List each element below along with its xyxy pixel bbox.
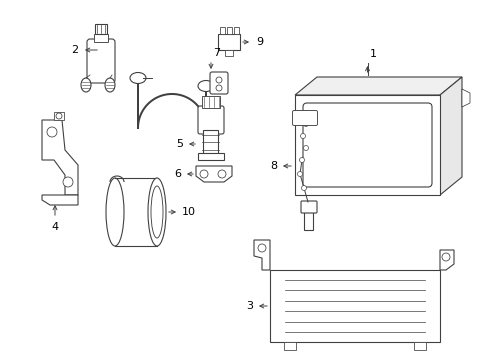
Text: 1: 1 xyxy=(369,49,376,59)
Bar xyxy=(226,27,231,34)
Ellipse shape xyxy=(198,81,214,91)
Ellipse shape xyxy=(105,78,115,92)
Circle shape xyxy=(216,85,222,91)
Circle shape xyxy=(297,171,302,176)
Polygon shape xyxy=(42,195,78,205)
Circle shape xyxy=(47,127,57,137)
Bar xyxy=(224,50,232,56)
Ellipse shape xyxy=(81,78,91,92)
Bar xyxy=(284,342,295,350)
Circle shape xyxy=(56,113,62,119)
Circle shape xyxy=(299,158,304,162)
Circle shape xyxy=(258,244,265,252)
Text: 5: 5 xyxy=(176,139,183,149)
Bar xyxy=(54,112,64,120)
Circle shape xyxy=(218,170,225,178)
Bar xyxy=(269,270,439,342)
Bar xyxy=(234,27,239,34)
Bar xyxy=(94,34,108,42)
Circle shape xyxy=(216,77,222,83)
FancyBboxPatch shape xyxy=(198,106,224,134)
Ellipse shape xyxy=(130,72,146,84)
Polygon shape xyxy=(196,166,231,182)
Circle shape xyxy=(63,177,73,187)
Text: 9: 9 xyxy=(256,37,263,47)
Bar xyxy=(220,27,224,34)
Ellipse shape xyxy=(106,178,124,246)
Bar xyxy=(198,153,224,160)
Circle shape xyxy=(301,185,306,190)
Circle shape xyxy=(200,170,207,178)
Ellipse shape xyxy=(151,186,163,238)
Bar xyxy=(218,34,240,50)
Bar xyxy=(413,342,425,350)
Bar xyxy=(294,95,439,195)
FancyBboxPatch shape xyxy=(292,111,317,126)
Circle shape xyxy=(303,145,308,150)
Circle shape xyxy=(303,122,308,126)
Bar xyxy=(304,212,312,230)
Text: 3: 3 xyxy=(245,301,252,311)
Text: 7: 7 xyxy=(213,48,220,58)
Text: 10: 10 xyxy=(182,207,196,217)
Polygon shape xyxy=(42,120,78,195)
Text: 6: 6 xyxy=(174,169,181,179)
Polygon shape xyxy=(439,77,461,195)
Polygon shape xyxy=(294,77,461,95)
Polygon shape xyxy=(253,240,269,270)
Text: 2: 2 xyxy=(71,45,78,55)
Bar xyxy=(203,130,218,155)
Text: 8: 8 xyxy=(269,161,276,171)
Text: 4: 4 xyxy=(51,222,59,232)
Polygon shape xyxy=(461,89,469,107)
Circle shape xyxy=(441,253,449,261)
Ellipse shape xyxy=(148,178,165,246)
FancyBboxPatch shape xyxy=(209,72,227,94)
Polygon shape xyxy=(439,250,453,270)
Bar xyxy=(95,24,107,34)
Circle shape xyxy=(300,134,305,139)
FancyBboxPatch shape xyxy=(87,39,115,83)
FancyBboxPatch shape xyxy=(301,201,316,213)
Bar xyxy=(202,96,220,108)
FancyBboxPatch shape xyxy=(303,103,431,187)
